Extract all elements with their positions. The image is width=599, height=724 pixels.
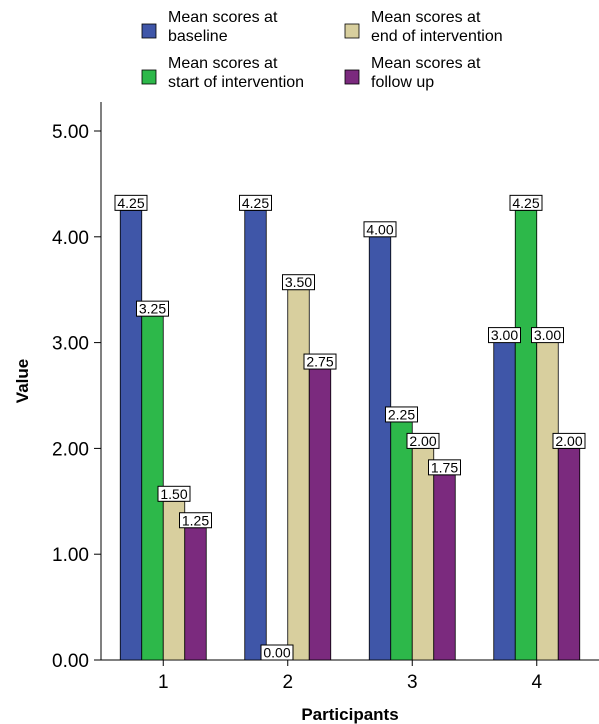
y-tick-label: 3.00 — [52, 334, 89, 355]
data-label-box — [531, 327, 564, 344]
data-label: 3.00 — [491, 327, 518, 343]
y-tick-label: 5.00 — [52, 122, 89, 143]
bar — [514, 209, 538, 661]
data-label: 4.25 — [512, 195, 539, 211]
data-label-box — [509, 194, 543, 211]
x-axis-title: Participants — [301, 705, 398, 724]
data-label: 4.25 — [117, 195, 144, 211]
bar — [244, 209, 267, 661]
data-label-box — [363, 221, 397, 238]
data-label-box — [428, 459, 461, 476]
data-label: 2.00 — [409, 433, 436, 449]
bar — [184, 527, 207, 661]
data-label: 0.00 — [263, 645, 290, 661]
data-label-box — [488, 327, 521, 344]
bar — [411, 447, 435, 661]
y-tick-label: 0.00 — [52, 651, 89, 672]
data-label: 2.25 — [388, 406, 415, 422]
data-label-box — [282, 274, 315, 291]
legend-label: Mean scores at — [371, 55, 481, 72]
legend-label: start of intervention — [168, 74, 304, 91]
data-label: 1.50 — [160, 486, 187, 502]
data-label-box — [552, 432, 586, 449]
legend: Mean scores at baseline Mean scores at star… — [141, 9, 503, 91]
bar — [390, 421, 413, 661]
data-label-box — [239, 194, 272, 211]
y-axis-title: Value — [13, 359, 32, 403]
data-label-box — [179, 512, 212, 529]
data-label-box — [406, 432, 440, 449]
data-label: 2.75 — [306, 354, 333, 370]
y-axis-ticks: 0.00 1.00 2.00 3.00 4.00 5.00 — [52, 122, 101, 672]
bar — [119, 209, 143, 661]
bars — [119, 209, 581, 661]
x-tick-label: 3 — [407, 672, 418, 693]
legend-label: Mean scores at — [371, 9, 481, 26]
bar — [368, 236, 392, 661]
data-label-box — [385, 406, 418, 423]
legend-label: end of intervention — [371, 28, 503, 45]
bar — [493, 342, 516, 661]
data-label: 4.25 — [242, 195, 269, 211]
legend-label: baseline — [168, 28, 228, 45]
data-label-box — [136, 300, 169, 317]
bar — [557, 447, 581, 661]
y-tick-label: 4.00 — [52, 228, 89, 249]
x-axis-ticks: 1 2 3 4 — [158, 660, 542, 693]
data-label: 3.50 — [285, 274, 312, 290]
y-tick-label: 2.00 — [52, 439, 89, 460]
plot-area: 0.00 1.00 2.00 3.00 4.00 5.00 1 2 3 4 4.25 3.25 1.… — [52, 102, 599, 693]
legend-swatch — [141, 23, 157, 39]
bar — [308, 368, 332, 661]
legend-swatch — [344, 23, 360, 39]
bar — [433, 474, 456, 661]
data-label-box — [303, 353, 337, 370]
data-labels: 4.25 3.25 1.50 1.25 4.25 0.00 3.50 2.75 4.00 2.25… — [114, 194, 586, 661]
legend-swatch — [344, 69, 360, 85]
legend-label: Mean scores at — [168, 9, 278, 26]
data-label: 1.75 — [431, 459, 458, 475]
bar — [287, 289, 310, 661]
data-label-box — [260, 644, 294, 661]
data-label: 3.00 — [534, 327, 561, 343]
data-label-box — [114, 194, 148, 211]
data-label-box — [157, 485, 191, 502]
data-label: 1.25 — [182, 512, 209, 528]
x-tick-label: 2 — [282, 672, 293, 693]
legend-label: Mean scores at — [168, 55, 278, 72]
x-tick-label: 1 — [158, 672, 169, 693]
data-label: 4.00 — [366, 221, 393, 237]
x-tick-label: 4 — [531, 672, 542, 693]
bar — [536, 342, 559, 661]
legend-label: follow up — [371, 74, 434, 91]
y-tick-label: 1.00 — [52, 545, 89, 566]
data-label: 3.25 — [139, 301, 166, 317]
data-label: 2.00 — [555, 433, 582, 449]
legend-swatch — [141, 69, 157, 85]
